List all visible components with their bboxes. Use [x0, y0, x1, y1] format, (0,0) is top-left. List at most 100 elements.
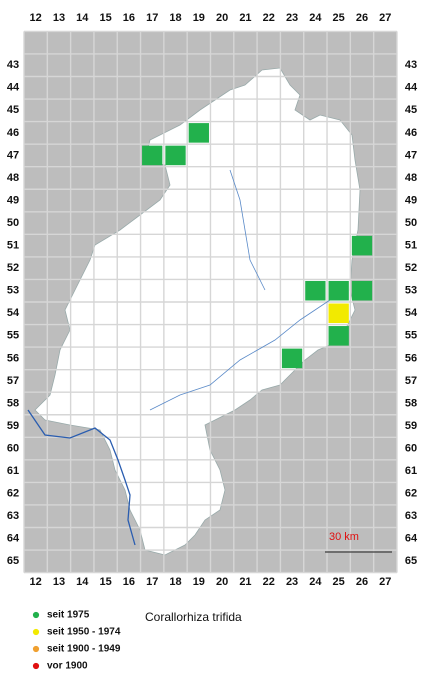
- column-label: 27: [379, 576, 391, 588]
- column-label: 15: [99, 576, 111, 588]
- row-label: 60: [405, 442, 417, 454]
- record-cell: [351, 280, 373, 301]
- column-label: 20: [216, 12, 228, 24]
- row-label: 51: [7, 240, 19, 252]
- column-label: 24: [309, 12, 322, 24]
- row-label: 52: [405, 262, 417, 274]
- row-label: 49: [405, 194, 417, 206]
- record-cell: [165, 145, 186, 166]
- row-label: 53: [405, 285, 417, 297]
- grid: [23, 30, 398, 574]
- row-label: 56: [7, 352, 19, 364]
- record-cell: [328, 326, 349, 346]
- row-label: 62: [7, 488, 19, 500]
- column-label: 17: [146, 576, 158, 588]
- row-label: 52: [7, 262, 19, 274]
- map-title: Corallorhiza trifida: [145, 610, 242, 624]
- record-cell: [328, 280, 349, 301]
- row-label: 46: [405, 127, 417, 139]
- row-label: 53: [7, 285, 19, 297]
- legend-label: seit 1900 - 1949: [47, 644, 121, 655]
- row-label: 49: [7, 194, 19, 206]
- legend-marker: [32, 662, 40, 670]
- record-cell: [281, 348, 303, 369]
- column-label: 18: [169, 576, 181, 588]
- row-label: 43: [7, 59, 19, 71]
- column-label: 16: [123, 576, 135, 588]
- row-label: 64: [7, 533, 20, 545]
- row-label: 44: [7, 82, 20, 94]
- row-label: 55: [7, 330, 19, 342]
- column-label: 22: [263, 576, 275, 588]
- column-label: 13: [53, 576, 65, 588]
- row-label: 59: [405, 420, 417, 432]
- row-label: 65: [405, 555, 417, 567]
- row-label: 60: [7, 442, 19, 454]
- row-label: 51: [405, 240, 417, 252]
- row-label: 45: [7, 104, 19, 116]
- column-label: 24: [309, 576, 322, 588]
- row-label: 48: [7, 172, 19, 184]
- row-label: 59: [7, 420, 19, 432]
- river: [149, 299, 331, 411]
- column-label: 20: [216, 576, 228, 588]
- scale-label: 30 km: [329, 531, 359, 543]
- column-label: 18: [169, 12, 181, 24]
- row-label: 58: [405, 397, 417, 409]
- row-label: 62: [405, 488, 417, 500]
- column-label: 22: [263, 12, 275, 24]
- river: [27, 409, 136, 546]
- record-cell: [142, 145, 163, 166]
- row-label: 45: [405, 104, 417, 116]
- column-label: 16: [123, 12, 135, 24]
- row-label: 63: [7, 510, 19, 522]
- legend-label: vor 1900: [47, 661, 88, 672]
- column-label: 27: [379, 12, 391, 24]
- row-label: 65: [7, 555, 19, 567]
- column-label: 23: [286, 12, 298, 24]
- row-label: 46: [7, 127, 19, 139]
- column-label: 14: [76, 12, 89, 24]
- column-label: 25: [333, 576, 345, 588]
- column-label: 13: [53, 12, 65, 24]
- column-label: 26: [356, 12, 368, 24]
- row-label: 55: [405, 330, 417, 342]
- record-cell: [305, 280, 326, 301]
- column-label: 15: [99, 12, 111, 24]
- column-label: 14: [76, 576, 89, 588]
- column-label: 17: [146, 12, 158, 24]
- row-label: 58: [7, 397, 19, 409]
- column-label: 12: [30, 576, 42, 588]
- column-label: 25: [333, 12, 345, 24]
- legend-marker: [32, 611, 40, 619]
- row-label: 63: [405, 510, 417, 522]
- column-label: 19: [193, 12, 205, 24]
- row-label: 44: [405, 82, 418, 94]
- column-label: 21: [239, 12, 251, 24]
- grid-labels: 12 12 13 13 14 14 15 15 16 16 17 17 18 18 19 19 20 20 21 21…: [7, 12, 418, 588]
- record-cell: [328, 303, 349, 324]
- column-label: 12: [30, 12, 42, 24]
- row-label: 57: [405, 375, 417, 387]
- column-label: 26: [356, 576, 368, 588]
- row-label: 64: [405, 533, 418, 545]
- legend-marker: [32, 628, 40, 636]
- legend-label: seit 1950 - 1974: [47, 627, 121, 638]
- column-label: 19: [193, 576, 205, 588]
- row-label: 50: [7, 217, 19, 229]
- column-label: 21: [239, 576, 251, 588]
- row-label: 48: [405, 172, 417, 184]
- record-cell: [351, 235, 373, 256]
- legend-marker: [32, 645, 40, 653]
- row-label: 56: [405, 352, 417, 364]
- legend: seit 1975 seit 1950 - 1974 seit 1900 - 194…: [32, 610, 121, 672]
- row-label: 54: [7, 307, 20, 319]
- row-label: 54: [405, 307, 418, 319]
- legend-label: seit 1975: [47, 610, 90, 621]
- river: [229, 169, 266, 291]
- row-label: 61: [405, 465, 417, 477]
- row-label: 43: [405, 59, 417, 71]
- row-label: 47: [7, 149, 19, 161]
- records: [142, 123, 373, 369]
